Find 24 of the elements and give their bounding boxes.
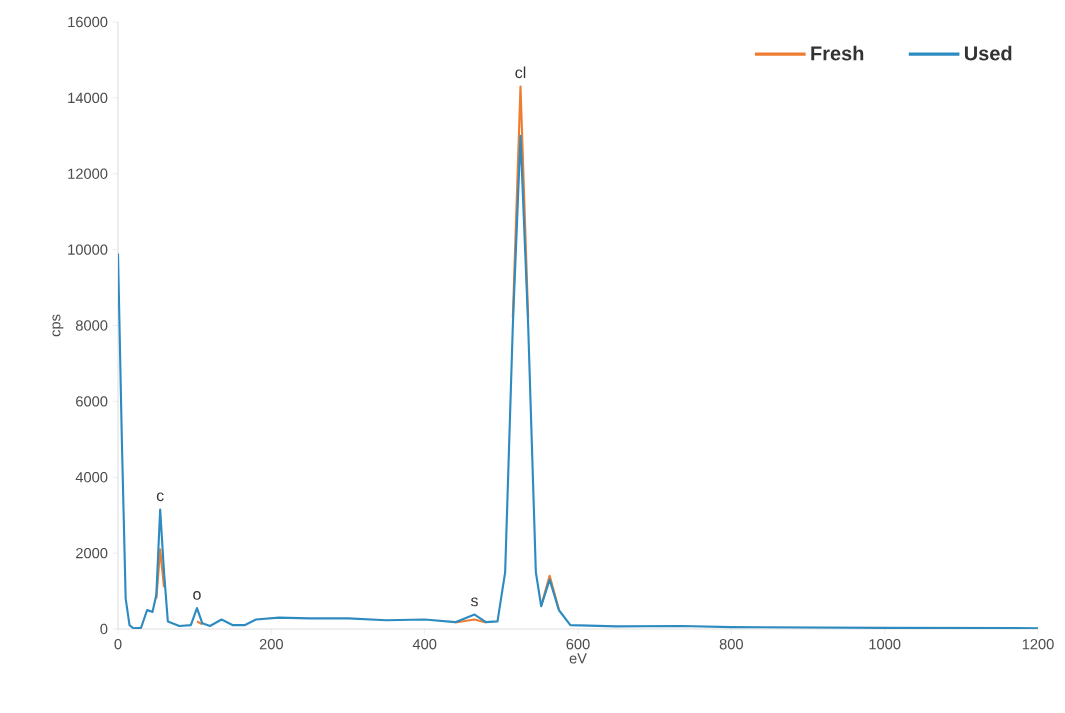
- y-axis-title: cps: [52, 314, 64, 337]
- legend-label: Fresh: [811, 45, 864, 61]
- x-tick-label: 200: [259, 639, 283, 650]
- x-tick-label: 1000: [869, 639, 901, 650]
- y-tick-label: 4000: [75, 472, 108, 483]
- x-tick-label: 1200: [1022, 639, 1054, 650]
- annotation: o: [193, 591, 201, 600]
- legend-label: Used: [964, 45, 1012, 61]
- y-tick-label: 10000: [68, 244, 108, 255]
- x-tick-label: 0: [114, 639, 122, 650]
- y-tick-label: 6000: [76, 396, 108, 407]
- y-tick-label: 16000: [68, 16, 108, 28]
- x-tick-label: 400: [412, 639, 437, 650]
- y-tick-label: 0: [100, 623, 108, 635]
- y-tick-label: 8000: [75, 320, 108, 331]
- x-tick-label: 800: [719, 639, 743, 650]
- x-axis-title: eV: [569, 653, 587, 664]
- y-tick-label: 2000: [76, 547, 108, 559]
- annotation: cl: [515, 66, 526, 79]
- y-tick-label: 14000: [68, 92, 108, 104]
- y-tick-label: 12000: [68, 168, 108, 179]
- annotation: c: [156, 492, 164, 502]
- annotation: s: [470, 597, 478, 607]
- x-tick-label: 600: [566, 639, 590, 650]
